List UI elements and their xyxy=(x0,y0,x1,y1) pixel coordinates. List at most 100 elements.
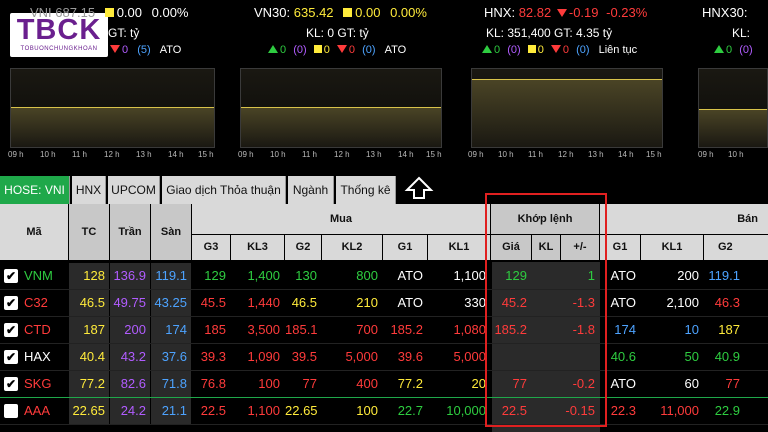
col-sell-g2: G2 xyxy=(704,235,768,260)
tc-cell: 77.2 xyxy=(69,371,109,397)
g1-cell: ATO xyxy=(397,268,423,283)
match-column-highlight xyxy=(492,262,600,432)
time-tick: 09 h xyxy=(238,150,254,159)
bkl1-cell: 200 xyxy=(677,268,699,283)
col-g1: G1 xyxy=(383,235,427,260)
index-hnx30-volume: KL: xyxy=(732,26,751,40)
breadth-floor: (5) xyxy=(137,44,151,56)
time-tick: 12 h xyxy=(334,150,350,159)
g2-cell: 77 xyxy=(302,376,317,391)
up-arrow-icon xyxy=(482,45,492,53)
kl1-cell: 20 xyxy=(471,376,486,391)
g2-cell: 46.5 xyxy=(291,295,317,310)
table-row[interactable]: AAA 22.65 24.2 21.1 22.5 1,100 22.65 100 22.7 10,… xyxy=(0,398,768,424)
kl3-cell: 1,100 xyxy=(247,403,280,418)
group-mua: Mua xyxy=(192,204,490,234)
down-arrow-icon xyxy=(550,45,561,53)
checked-checkbox-icon[interactable]: ✔ xyxy=(4,350,18,364)
kl-cell xyxy=(532,290,560,316)
tab-giao-dich-thoa-thuan[interactable]: Giao dịch Thỏa thuận xyxy=(162,176,286,204)
bg2-cell: 77 xyxy=(725,376,740,391)
pm-cell: -1.3 xyxy=(572,295,595,310)
time-tick: 09 h xyxy=(468,150,484,159)
g1-cell: ATO xyxy=(397,295,423,310)
pm-cell xyxy=(561,344,599,370)
table-row[interactable]: ✔ VNM 128 136.9 119.1 129 1,400 130 800 ATO 1,100 1… xyxy=(0,263,768,289)
checked-checkbox-icon[interactable]: ✔ xyxy=(4,323,18,337)
bkl1-cell: 11,000 xyxy=(660,403,699,418)
breadth-down: 0 xyxy=(348,44,356,56)
tab-nganh[interactable]: Ngành xyxy=(288,176,334,204)
bg1-cell: ATO xyxy=(610,295,636,310)
breadth-up: 0 xyxy=(494,44,501,56)
table-row[interactable]: ✔ SKG 77.2 82.6 71.8 76.8 100 77 400 77.2 20 77 -0.2… xyxy=(0,371,768,397)
bg1-cell: ATO xyxy=(610,376,636,391)
g3-cell: 39.3 xyxy=(200,349,226,364)
g1-cell: 185.2 xyxy=(390,322,423,337)
kl2-cell: 210 xyxy=(356,295,378,310)
col-sell-g1: G1 xyxy=(600,235,640,260)
index-hnx-breadth: 0 (0) 0 0 (0) Liên tục xyxy=(480,44,637,56)
kl-cell xyxy=(532,344,560,370)
checked-checkbox-icon[interactable]: ✔ xyxy=(4,296,18,310)
ref-square-icon xyxy=(104,8,114,17)
symbol-cell[interactable]: SKG xyxy=(24,376,52,391)
gia-cell: 45.2 xyxy=(501,295,527,310)
time-axis-hnx30: 09 h 10 h xyxy=(698,150,768,162)
time-tick: 15 h xyxy=(198,150,214,159)
gia-cell: 77 xyxy=(512,376,527,391)
symbol-cell[interactable]: VNM xyxy=(24,268,53,283)
tran-cell: 200 xyxy=(110,317,150,343)
san-cell: 37.6 xyxy=(151,344,191,370)
g3-cell: 76.8 xyxy=(200,376,226,391)
session-status: ATO xyxy=(384,44,407,56)
table-row[interactable]: ✔ C32 46.5 49.75 43.25 45.5 1,440 46.5 210 ATO 330… xyxy=(0,290,768,316)
tab-hnx[interactable]: HNX xyxy=(72,176,106,204)
checkbox-icon[interactable] xyxy=(4,404,18,418)
symbol-cell[interactable]: AAA xyxy=(24,403,51,418)
index-name: HNX: xyxy=(484,5,516,20)
scroll-up-arrow-icon[interactable] xyxy=(404,176,434,200)
tc-cell: 40.4 xyxy=(69,344,109,370)
group-ban: Bán xyxy=(600,204,768,234)
col-san: Sàn xyxy=(151,204,191,260)
table-row[interactable]: ✔ CTD 187 200 174 185 3,500 185.1 700 185.2 1,080 1… xyxy=(0,317,768,343)
index-change: 0.00 xyxy=(116,5,142,20)
index-hnx-header: HNX: 82.82 -0.19 -0.23% xyxy=(484,5,647,20)
tab-hose-vni[interactable]: HOSE: VNI xyxy=(0,176,70,204)
logo: TBCK TOBUONCHUNGKHOAN xyxy=(10,13,108,57)
col-kl2: KL2 xyxy=(322,235,382,260)
pm-cell: -0.15 xyxy=(565,403,595,418)
time-tick: 09 h xyxy=(698,150,714,159)
san-cell: 21.1 xyxy=(151,398,191,424)
kl3-cell: 1,440 xyxy=(247,295,280,310)
tab-upcom[interactable]: UPCOM xyxy=(108,176,160,204)
checked-checkbox-icon[interactable]: ✔ xyxy=(4,269,18,283)
bkl1-cell: 60 xyxy=(684,376,699,391)
breadth-ceil: (0) xyxy=(507,44,521,56)
checked-checkbox-icon[interactable]: ✔ xyxy=(4,377,18,391)
index-vn30-header: VN30: 635.42 0.00 0.00% xyxy=(254,5,427,20)
tc-cell: 22.65 xyxy=(69,398,109,424)
time-axis-vni: 09 h 10 h 11 h 12 h 13 h 14 h 15 h xyxy=(8,150,218,162)
table-row[interactable]: ✔ HAX 40.4 43.2 37.6 39.3 1,090 39.5 5,000 39.6 5,… xyxy=(0,344,768,370)
index-vni-volume: GT: tỷ xyxy=(108,26,140,40)
time-tick: 15 h xyxy=(426,150,442,159)
pm-cell: 1 xyxy=(587,268,595,283)
tc-cell: 187 xyxy=(69,317,109,343)
time-tick: 10 h xyxy=(498,150,514,159)
up-arrow-icon xyxy=(714,45,724,53)
kl2-cell: 100 xyxy=(356,403,378,418)
time-axis-hnx: 09 h 10 h 11 h 12 h 13 h 14 h 15 h xyxy=(468,150,668,162)
time-tick: 15 h xyxy=(646,150,662,159)
time-tick: 14 h xyxy=(618,150,634,159)
tab-thong-ke[interactable]: Thống kê xyxy=(336,176,396,204)
breadth-floor: (0) xyxy=(362,44,376,56)
symbol-cell[interactable]: C32 xyxy=(24,295,48,310)
symbol-cell[interactable]: HAX xyxy=(24,349,51,364)
breadth-ref: 0 xyxy=(323,44,330,56)
time-tick: 13 h xyxy=(136,150,152,159)
symbol-cell[interactable]: CTD xyxy=(24,322,51,337)
kl3-cell: 3,500 xyxy=(247,322,280,337)
index-chart-vni xyxy=(10,68,215,148)
